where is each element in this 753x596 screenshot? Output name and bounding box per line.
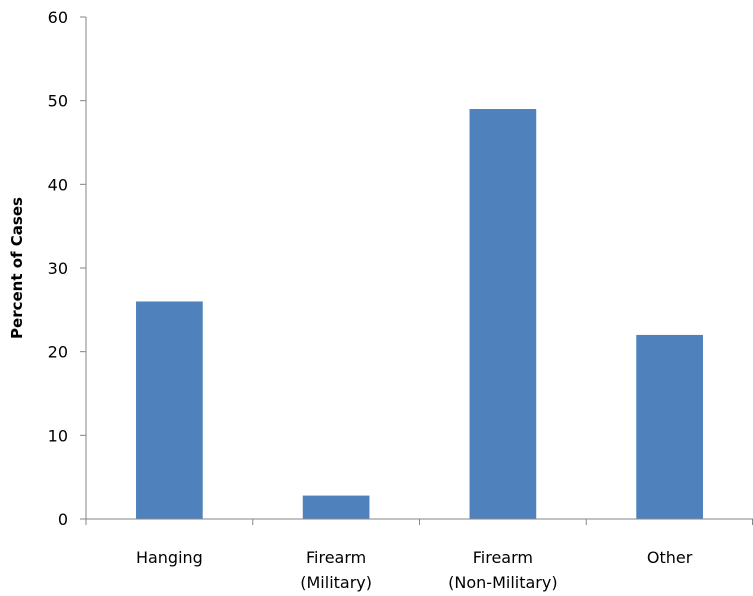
x-tick-label-line: (Military) [300,573,372,592]
x-axis-labels: Hanging Firearm (Military) Firearm (Non-Mili… [136,548,693,592]
bar [469,109,537,520]
y-tick-label: 50 [48,92,68,111]
x-tick-label: Firearm (Military) [300,548,372,592]
y-tick-label: 60 [48,8,68,27]
x-tick-label-line: Firearm [473,548,533,567]
bar [636,334,703,519]
x-tick-label: Hanging [136,548,203,567]
bars [136,109,703,520]
x-tick-label-line: Other [647,548,693,567]
x-tick-label-line: Firearm [306,548,366,567]
y-tick-label: 40 [48,175,68,194]
x-tick-label-line: (Non-Military) [448,573,557,592]
y-tick-label: 30 [48,259,68,278]
x-tick-label: Firearm (Non-Military) [448,548,557,592]
y-tick-label: 20 [48,343,68,362]
y-axis-label: Percent of Cases [8,197,26,339]
x-tick-label: Other [647,548,693,567]
y-tick-label: 10 [48,426,68,445]
x-tick-label-line: Hanging [136,548,203,567]
y-axis-ticks: 0 10 20 30 40 50 60 [48,8,86,529]
bar [136,301,203,519]
y-tick-label: 0 [58,510,68,529]
bar [302,495,370,519]
